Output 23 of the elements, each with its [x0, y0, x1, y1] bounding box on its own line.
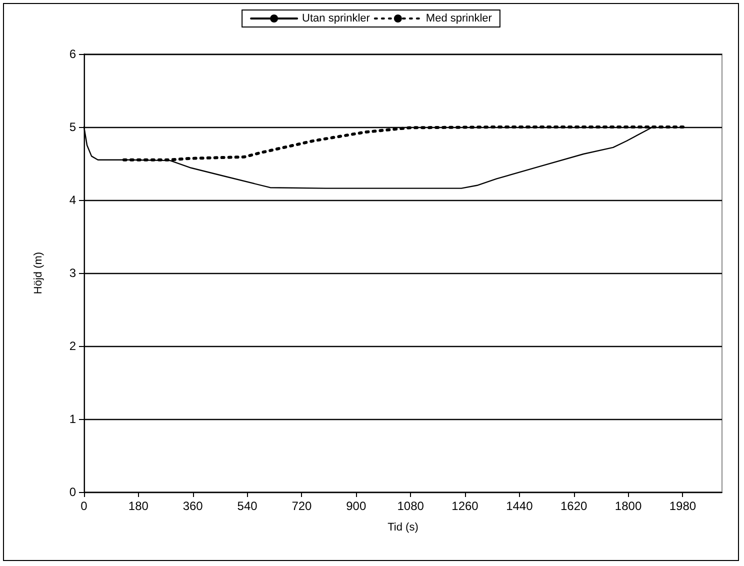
x-tick-label: 720 — [292, 499, 312, 513]
x-tick-label: 1980 — [669, 499, 696, 513]
x-tick-label: 900 — [346, 499, 366, 513]
x-tick-label: 1080 — [397, 499, 424, 513]
x-tick-label: 180 — [128, 499, 149, 513]
x-tick-label: 1440 — [506, 499, 534, 513]
y-tick-label: 5 — [69, 120, 76, 134]
y-tick-label: 3 — [69, 266, 76, 280]
y-tick-label: 6 — [69, 47, 76, 61]
x-tick-label: 1260 — [452, 499, 479, 513]
legend-label: Utan sprinkler — [302, 12, 370, 24]
legend-label: Med sprinkler — [426, 12, 492, 24]
x-tick-label: 1800 — [614, 499, 642, 513]
y-tick-label: 4 — [69, 193, 76, 207]
y-tick-label: 0 — [69, 485, 76, 499]
y-tick-label: 2 — [69, 339, 76, 353]
x-tick-label: 540 — [237, 499, 258, 513]
y-axis-title: Höjd (m) — [32, 252, 44, 294]
x-axis-title: Tid (s) — [388, 522, 418, 534]
y-tick-label: 1 — [69, 412, 76, 426]
x-tick-label: 360 — [182, 499, 204, 513]
x-tick-label: 1620 — [560, 499, 588, 513]
x-tick-label: 0 — [80, 499, 88, 513]
